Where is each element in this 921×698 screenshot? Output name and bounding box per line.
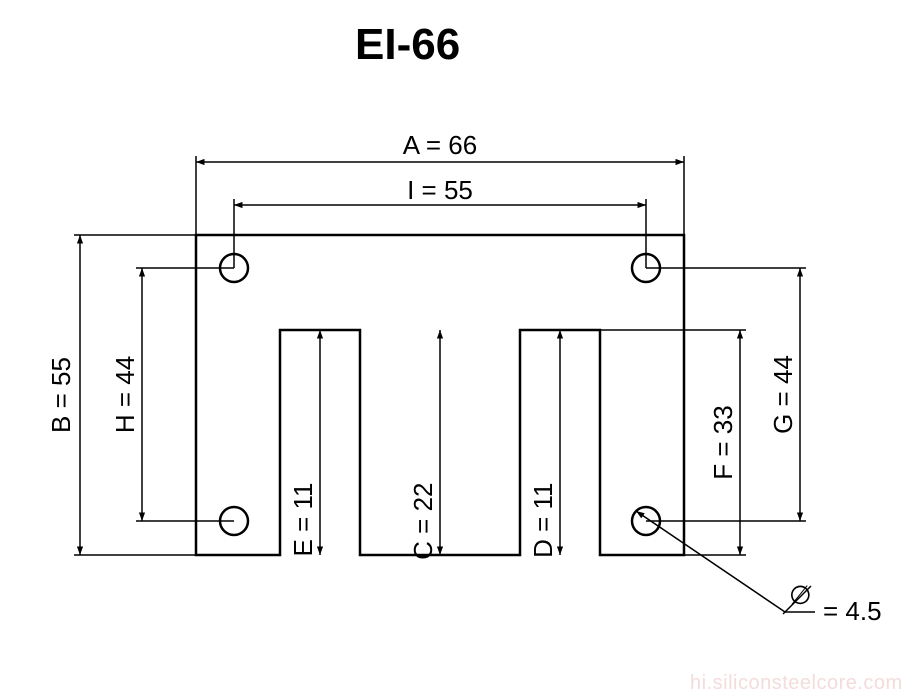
- svg-text:H = 44: H = 44: [110, 356, 140, 433]
- technical-drawing: A = 66 I = 55 B = 55 H = 44 F = 33 G = 44 E = …: [0, 0, 921, 698]
- svg-text:D = 11: D = 11: [528, 483, 558, 558]
- svg-text:C = 22: C = 22: [408, 483, 438, 560]
- svg-text:A = 66: A = 66: [403, 130, 477, 160]
- svg-text:B = 55: B = 55: [46, 357, 76, 433]
- svg-text:= 4.5: = 4.5: [823, 596, 882, 626]
- svg-text:G = 44: G = 44: [768, 355, 798, 434]
- svg-text:E = 11: E = 11: [288, 483, 318, 557]
- svg-text:I = 55: I = 55: [407, 175, 473, 205]
- watermark-text: hi.siliconsteelcore.com: [690, 672, 903, 695]
- svg-text:F = 33: F = 33: [708, 405, 738, 479]
